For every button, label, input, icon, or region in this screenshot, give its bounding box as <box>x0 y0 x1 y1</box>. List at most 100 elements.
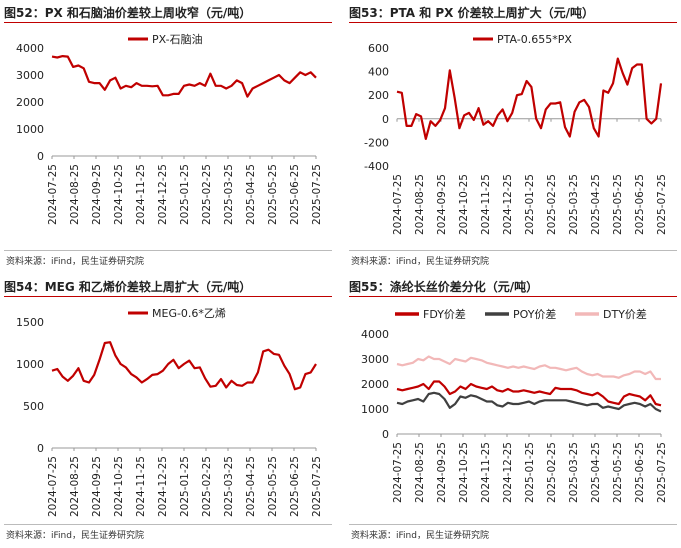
y-tick-label: 3000 <box>16 69 44 82</box>
x-tick-label: 2024-12-25 <box>157 164 169 225</box>
x-tick-label: 2025-04-25 <box>245 456 257 517</box>
panel-px-naphtha: 图52：PX 和石脑油价差较上周收窄（元/吨） 0 1000 2000 3000 400… <box>0 0 336 274</box>
legend-label: POY价差 <box>513 307 556 321</box>
x-tick-label: 2024-11-25 <box>480 442 492 503</box>
x-tick-label: 2025-01-25 <box>524 442 536 503</box>
panel-title: 图52：PX 和石脑油价差较上周收窄（元/吨） <box>4 6 252 20</box>
x-tick-label: 2024-09-25 <box>436 174 448 235</box>
y-tick-label: 600 <box>368 42 389 55</box>
panel-meg-ethylene: 图54：MEG 和乙烯价差较上周扩大（元/吨） 0 500 1000 1500 2024… <box>0 274 336 548</box>
polyester-filament-chart: 0 1000 2000 3000 4000 2024-07-25 2024-08-25 202… <box>361 307 668 503</box>
x-tick-label: 2025-02-25 <box>201 456 213 517</box>
x-tick-label: 2025-07-25 <box>656 442 668 503</box>
x-tick-label: 2024-11-25 <box>135 456 147 517</box>
legend-label: FDY价差 <box>423 307 466 321</box>
x-tick-label: 2025-03-25 <box>568 174 580 235</box>
source-rule <box>349 524 677 525</box>
x-tick-label: 2024-10-25 <box>458 174 470 235</box>
x-tick-label: 2025-04-25 <box>590 442 602 503</box>
x-tick-label: 2025-06-25 <box>634 174 646 235</box>
title-rule <box>349 22 677 23</box>
x-tick-label: 2025-05-25 <box>267 164 279 225</box>
meg-ethylene-chart: 0 500 1000 1500 2024-07-25 2024-08-25 2024-09-… <box>16 307 323 517</box>
x-tick-label: 2024-10-25 <box>113 456 125 517</box>
x-tick-label: 2024-09-25 <box>91 164 103 225</box>
panel-pta-px: 图53：PTA 和 PX 价差较上周扩大（元/吨） -400 -200 0 200 40… <box>345 0 681 274</box>
y-tick-label: 500 <box>23 400 44 413</box>
x-tick-label: 2025-03-25 <box>568 442 580 503</box>
series-line <box>396 57 663 141</box>
source-rule <box>4 250 332 251</box>
y-tick-label: -200 <box>364 136 389 149</box>
series-line <box>51 55 317 98</box>
x-tick-label: 2024-10-25 <box>113 164 125 225</box>
y-tick-label: 1000 <box>16 123 44 136</box>
px-naphtha-chart: 0 1000 2000 3000 4000 2024-07-25 2024-08-25 202… <box>16 32 323 225</box>
x-tick-label: 2025-06-25 <box>634 442 646 503</box>
x-tick-label: 2024-08-25 <box>414 174 426 235</box>
legend-label: PTA-0.655*PX <box>497 33 572 46</box>
x-tick-label: 2024-07-25 <box>392 442 404 503</box>
source-note: 资料来源：iFind，民生证券研究院 <box>351 257 489 267</box>
source-note: 资料来源：iFind，民生证券研究院 <box>6 531 144 541</box>
x-tick-label: 2025-05-25 <box>612 442 624 503</box>
x-tick-label: 2025-01-25 <box>179 456 191 517</box>
y-tick-label: 1000 <box>16 358 44 371</box>
x-tick-label: 2025-01-25 <box>179 164 191 225</box>
series-line <box>396 391 662 413</box>
x-tick-label: 2025-04-25 <box>245 164 257 225</box>
source-rule <box>349 250 677 251</box>
x-tick-label: 2025-04-25 <box>590 174 602 235</box>
x-tick-label: 2025-03-25 <box>223 164 235 225</box>
y-tick-label: 3000 <box>361 353 389 366</box>
y-tick-label: 400 <box>368 66 389 79</box>
x-tick-label: 2025-07-25 <box>656 174 668 235</box>
panel-polyester-filament: 图55：涤纶长丝价差分化（元/吨） 0 1000 2000 3000 4000 2024-… <box>345 274 681 548</box>
series-line <box>396 355 661 381</box>
panel-title: 图53：PTA 和 PX 价差较上周扩大（元/吨） <box>349 6 594 20</box>
x-tick-label: 2025-03-25 <box>223 456 235 517</box>
y-tick-label: 0 <box>382 113 389 126</box>
y-tick-label: 1000 <box>361 403 389 416</box>
x-tick-label: 2024-12-25 <box>502 174 514 235</box>
y-tick-label: 2000 <box>361 378 389 391</box>
legend-label: PX-石脑油 <box>152 32 203 46</box>
title-rule <box>4 22 332 23</box>
y-tick-label: 0 <box>37 150 44 163</box>
x-tick-label: 2025-06-25 <box>289 456 301 517</box>
source-note: 资料来源：iFind，民生证券研究院 <box>6 257 144 267</box>
x-tick-label: 2025-06-25 <box>289 164 301 225</box>
source-rule <box>4 524 332 525</box>
x-tick-label: 2024-11-25 <box>480 174 492 235</box>
y-tick-label: 4000 <box>16 42 44 55</box>
x-tick-label: 2025-05-25 <box>267 456 279 517</box>
legend-label: DTY价差 <box>603 307 647 321</box>
legend-label: MEG-0.6*乙烯 <box>152 307 226 320</box>
x-tick-label: 2024-09-25 <box>436 442 448 503</box>
x-tick-label: 2024-12-25 <box>157 456 169 517</box>
x-tick-label: 2025-01-25 <box>524 174 536 235</box>
panel-title: 图55：涤纶长丝价差分化（元/吨） <box>349 280 539 294</box>
title-rule <box>4 296 332 297</box>
x-tick-label: 2024-08-25 <box>69 456 81 517</box>
series-line <box>396 380 662 407</box>
x-tick-label: 2025-02-25 <box>201 164 213 225</box>
y-tick-label: 1500 <box>16 316 44 329</box>
x-tick-label: 2024-07-25 <box>47 164 59 225</box>
x-tick-label: 2025-02-25 <box>546 442 558 503</box>
x-tick-label: 2025-02-25 <box>546 174 558 235</box>
source-note: 资料来源：iFind，民生证券研究院 <box>351 531 489 541</box>
x-tick-label: 2024-08-25 <box>414 442 426 503</box>
x-tick-label: 2025-05-25 <box>612 174 624 235</box>
y-tick-label: 0 <box>37 442 44 455</box>
title-rule <box>349 296 677 297</box>
y-tick-label: 0 <box>382 428 389 441</box>
x-tick-label: 2024-09-25 <box>91 456 103 517</box>
x-tick-label: 2024-07-25 <box>392 174 404 235</box>
x-tick-label: 2025-07-25 <box>311 164 323 225</box>
x-tick-label: 2024-07-25 <box>47 456 59 517</box>
x-tick-label: 2024-11-25 <box>135 164 147 225</box>
panel-title: 图54：MEG 和乙烯价差较上周扩大（元/吨） <box>4 280 252 294</box>
x-tick-label: 2025-07-25 <box>311 456 323 517</box>
